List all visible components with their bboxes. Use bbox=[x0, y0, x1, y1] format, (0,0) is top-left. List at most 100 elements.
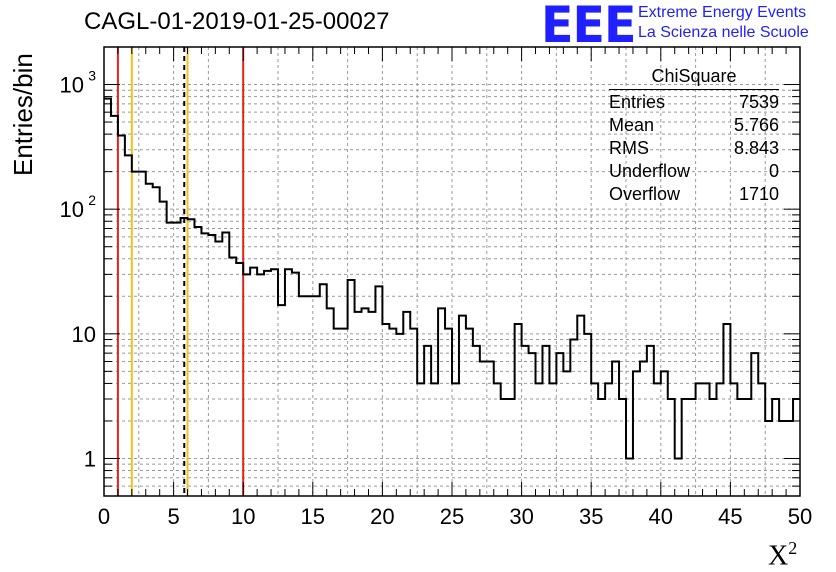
x-tick-label: 50 bbox=[788, 504, 812, 529]
histogram-bin bbox=[542, 346, 549, 496]
eee-logo: EEE bbox=[541, 0, 636, 54]
histogram-bin bbox=[334, 329, 341, 496]
x-axis-label-superscript: 2 bbox=[788, 538, 798, 558]
histogram-bin bbox=[104, 99, 111, 496]
histogram-bin bbox=[536, 383, 543, 496]
stats-value: 5.766 bbox=[733, 115, 779, 135]
histogram-bin bbox=[424, 346, 431, 496]
histogram-bin bbox=[215, 242, 222, 496]
histogram-outline bbox=[104, 97, 800, 460]
histogram-bin bbox=[668, 399, 675, 496]
histogram-bin bbox=[515, 324, 522, 496]
histogram-bin bbox=[452, 383, 459, 496]
y-tick-label: 10 bbox=[72, 322, 96, 347]
histogram-bin bbox=[208, 235, 215, 496]
x-tick-label: 30 bbox=[509, 504, 533, 529]
histogram-bin bbox=[556, 353, 563, 496]
y-tick-label-exponent: 2 bbox=[88, 192, 96, 208]
histogram-bin bbox=[577, 316, 584, 496]
histogram-bin bbox=[508, 399, 515, 496]
stats-value: 8.843 bbox=[733, 138, 779, 158]
histogram-bin bbox=[264, 271, 271, 496]
histogram-bin bbox=[132, 172, 139, 496]
histogram-bin bbox=[389, 329, 396, 496]
histogram-bin bbox=[125, 155, 132, 496]
x-tick-label: 20 bbox=[370, 504, 394, 529]
histogram-bin bbox=[250, 268, 257, 496]
histogram-bin bbox=[710, 399, 717, 496]
stats-title: ChiSquare bbox=[609, 66, 779, 90]
histogram-bin bbox=[243, 274, 250, 496]
histogram-bin bbox=[327, 308, 334, 496]
histogram-bin bbox=[271, 269, 278, 496]
histogram-bin bbox=[118, 135, 125, 496]
histogram-bin bbox=[382, 324, 389, 496]
histogram-bin bbox=[139, 172, 146, 496]
histogram-bin bbox=[584, 334, 591, 496]
x-tick-label: 5 bbox=[167, 504, 179, 529]
stats-row-underflow: Underflow 0 bbox=[609, 161, 779, 184]
logo-line-1: Extreme Energy Events bbox=[638, 4, 807, 21]
x-tick-label: 25 bbox=[440, 504, 464, 529]
histogram-bin bbox=[229, 257, 236, 496]
histogram-bin bbox=[501, 399, 508, 496]
y-tick-label: 10 bbox=[60, 73, 84, 98]
histogram-bin bbox=[375, 286, 382, 496]
histogram-bin bbox=[612, 361, 619, 496]
histogram-bin bbox=[605, 383, 612, 496]
histogram-bin bbox=[174, 223, 181, 496]
histogram-bin bbox=[675, 458, 682, 496]
x-tick-label: 10 bbox=[231, 504, 255, 529]
histogram-bin bbox=[111, 116, 118, 496]
histogram-bin bbox=[188, 219, 195, 496]
stats-row-entries: Entries 7539 bbox=[609, 92, 779, 115]
histogram-bin bbox=[689, 399, 696, 496]
histogram-bin bbox=[146, 184, 153, 496]
histogram-bin bbox=[355, 312, 362, 496]
y-tick-label: 1 bbox=[84, 446, 96, 471]
histogram-bin bbox=[529, 353, 536, 496]
histogram-bin bbox=[417, 383, 424, 496]
histogram-bin bbox=[716, 383, 723, 496]
histogram-bin bbox=[167, 223, 174, 496]
histogram-bin bbox=[737, 399, 744, 496]
y-tick-label-exponent: 3 bbox=[88, 68, 96, 84]
stats-label: RMS bbox=[609, 138, 649, 158]
x-tick-label: 35 bbox=[579, 504, 603, 529]
histogram-bin bbox=[201, 233, 208, 496]
histogram-bin bbox=[626, 458, 633, 496]
histogram-bin bbox=[431, 383, 438, 496]
stats-label: Mean bbox=[609, 115, 655, 135]
histogram-bin bbox=[591, 383, 598, 496]
stats-value: 7539 bbox=[738, 92, 779, 112]
histogram-bin bbox=[772, 399, 779, 496]
histogram-bin bbox=[793, 399, 800, 496]
histogram-bin bbox=[299, 296, 306, 496]
x-axis-label-text: X bbox=[768, 540, 789, 572]
histogram-bin bbox=[487, 361, 494, 496]
histogram-bin bbox=[598, 399, 605, 496]
stats-label: Overflow bbox=[609, 184, 681, 204]
histogram-bin bbox=[313, 296, 320, 496]
histogram-bin bbox=[723, 324, 730, 496]
histogram-bin bbox=[236, 263, 243, 496]
histogram-bin bbox=[730, 383, 737, 496]
histogram-bin bbox=[410, 329, 417, 496]
histogram-bin bbox=[619, 399, 626, 496]
histogram-bin bbox=[765, 421, 772, 496]
x-tick-label: 40 bbox=[649, 504, 673, 529]
histogram-bin bbox=[341, 329, 348, 496]
histogram-bin bbox=[438, 308, 445, 496]
stats-box: ChiSquare Entries 7539 Mean 5.766 RMS 8.… bbox=[609, 66, 779, 207]
y-tick-label: 10 bbox=[60, 197, 84, 222]
histogram-bin bbox=[160, 202, 167, 496]
x-tick-label: 0 bbox=[98, 504, 110, 529]
x-tick-label: 45 bbox=[718, 504, 742, 529]
histogram-bin bbox=[348, 280, 355, 496]
histogram-bin bbox=[744, 399, 751, 496]
histogram-bin bbox=[278, 305, 285, 496]
stats-row-overflow: Overflow 1710 bbox=[609, 184, 779, 207]
histogram-bin bbox=[696, 383, 703, 496]
